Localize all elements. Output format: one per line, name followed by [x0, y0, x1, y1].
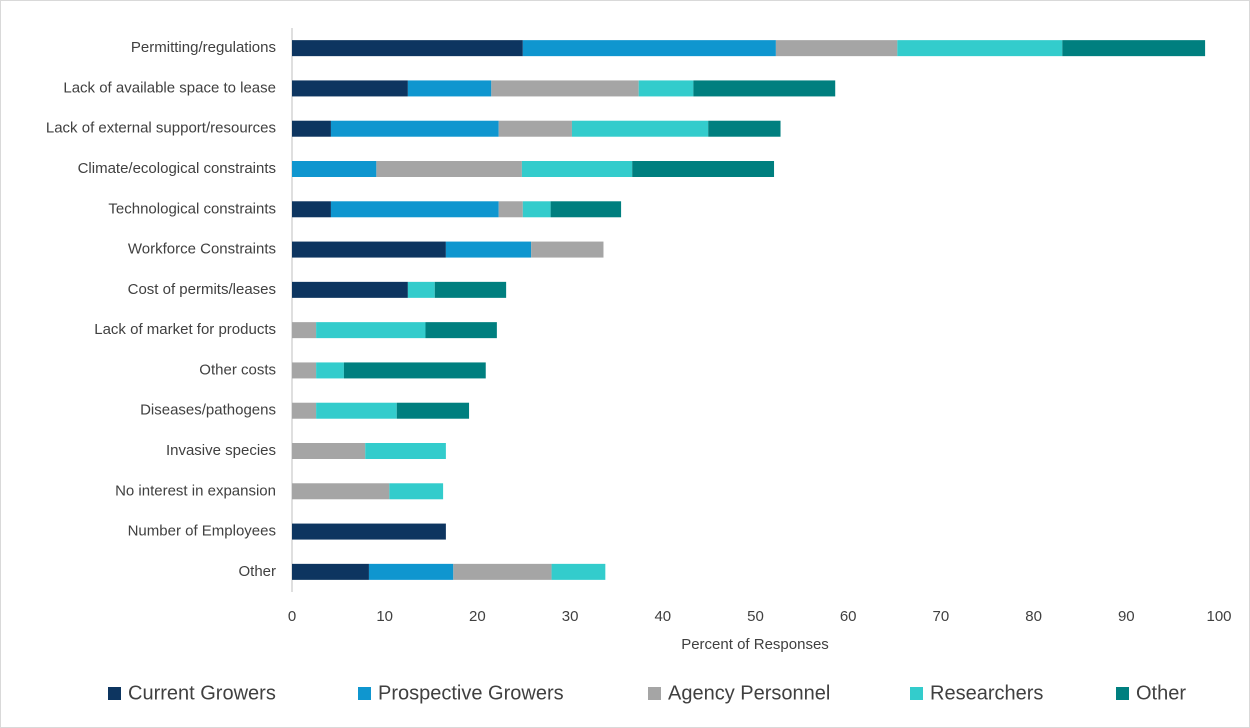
x-tick-label: 30 — [562, 608, 579, 625]
legend-swatch — [108, 687, 121, 700]
x-tick-label: 60 — [840, 608, 857, 625]
y-tick-label: Lack of external support/resources — [46, 120, 276, 137]
bar-segment — [498, 201, 523, 218]
y-tick-label: Technological constraints — [108, 200, 276, 217]
x-tick-label: 10 — [376, 608, 393, 625]
bar-segment — [330, 201, 499, 218]
bar-segment — [571, 120, 709, 137]
bar-segment — [316, 322, 426, 339]
x-tick-label: 80 — [1025, 608, 1042, 625]
y-tick-label: Number of Employees — [128, 523, 276, 540]
bar-segment — [316, 362, 344, 379]
legend-swatch — [1116, 687, 1129, 700]
bar-segment — [292, 402, 317, 419]
y-tick-label: No interest in expansion — [115, 482, 276, 499]
bar-segment — [365, 443, 446, 459]
bar-segment — [638, 80, 694, 97]
bar-segment — [292, 523, 446, 540]
bar-segment — [292, 483, 390, 500]
bar-segment — [491, 80, 639, 97]
x-tick-label: 40 — [654, 608, 671, 625]
bar-segment — [376, 161, 522, 177]
y-tick-label: Permitting/regulations — [131, 39, 276, 56]
y-tick-label: Other costs — [199, 361, 276, 378]
bar-segment — [292, 322, 317, 339]
legend-label: Researchers — [930, 682, 1043, 704]
bar-segment — [453, 563, 552, 580]
y-tick-label: Lack of available space to lease — [63, 79, 276, 96]
bar-segment — [292, 362, 317, 379]
bar-segment — [292, 281, 408, 298]
bar-segment — [292, 241, 446, 258]
bar-segment — [708, 120, 781, 137]
bar-segment — [292, 161, 377, 177]
bar-segment — [498, 120, 572, 137]
y-tick-label: Workforce Constraints — [128, 241, 276, 258]
bar-segment — [316, 402, 397, 419]
bar-segment — [407, 281, 435, 298]
bar-segment — [551, 563, 606, 580]
bar-segment — [521, 161, 633, 177]
bar-segment — [693, 80, 836, 97]
bar-segment — [292, 120, 331, 137]
legend-swatch — [910, 687, 923, 700]
x-tick-label: 20 — [469, 608, 486, 625]
y-tick-label: Cost of permits/leases — [128, 281, 276, 298]
y-tick-label: Lack of market for products — [94, 321, 276, 338]
x-tick-label: 50 — [747, 608, 764, 625]
bar-segment — [522, 201, 551, 218]
legend-label: Prospective Growers — [378, 682, 564, 704]
bar-segment — [632, 161, 775, 177]
bar-segment — [368, 563, 454, 580]
bar-segment — [407, 80, 492, 97]
x-tick-label: 0 — [288, 608, 296, 625]
bar-segment — [897, 40, 1063, 57]
x-axis-label: Percent of Responses — [681, 636, 829, 653]
y-tick-label: Diseases/pathogens — [140, 402, 276, 419]
bar-segment — [389, 483, 444, 500]
bar-segment — [396, 402, 470, 419]
bar-segment — [1062, 40, 1206, 57]
legend-label: Other — [1136, 682, 1186, 704]
bar-segment — [343, 362, 486, 379]
y-tick-label: Invasive species — [166, 442, 276, 459]
legend-swatch — [648, 687, 661, 700]
legend-label: Current Growers — [128, 682, 276, 704]
bar-segment — [292, 563, 369, 580]
x-tick-label: 100 — [1206, 608, 1231, 625]
bar-segment — [292, 80, 408, 97]
bar-segment — [531, 241, 604, 258]
bar-segment — [425, 322, 497, 339]
legend-swatch — [358, 687, 371, 700]
bar-segment — [445, 241, 532, 258]
y-tick-label: Other — [238, 563, 276, 580]
bar-segment — [292, 443, 366, 459]
x-tick-label: 90 — [1118, 608, 1135, 625]
legend-label: Agency Personnel — [668, 682, 830, 704]
bar-segment — [775, 40, 898, 57]
bar-segment — [292, 201, 331, 218]
y-tick-label: Climate/ecological constraints — [78, 160, 276, 177]
bar-segment — [522, 40, 776, 57]
bar-segment — [550, 201, 622, 218]
bar-segment — [434, 281, 507, 298]
bar-segment — [292, 40, 523, 57]
bar-segment — [330, 120, 499, 137]
x-tick-label: 70 — [933, 608, 950, 625]
